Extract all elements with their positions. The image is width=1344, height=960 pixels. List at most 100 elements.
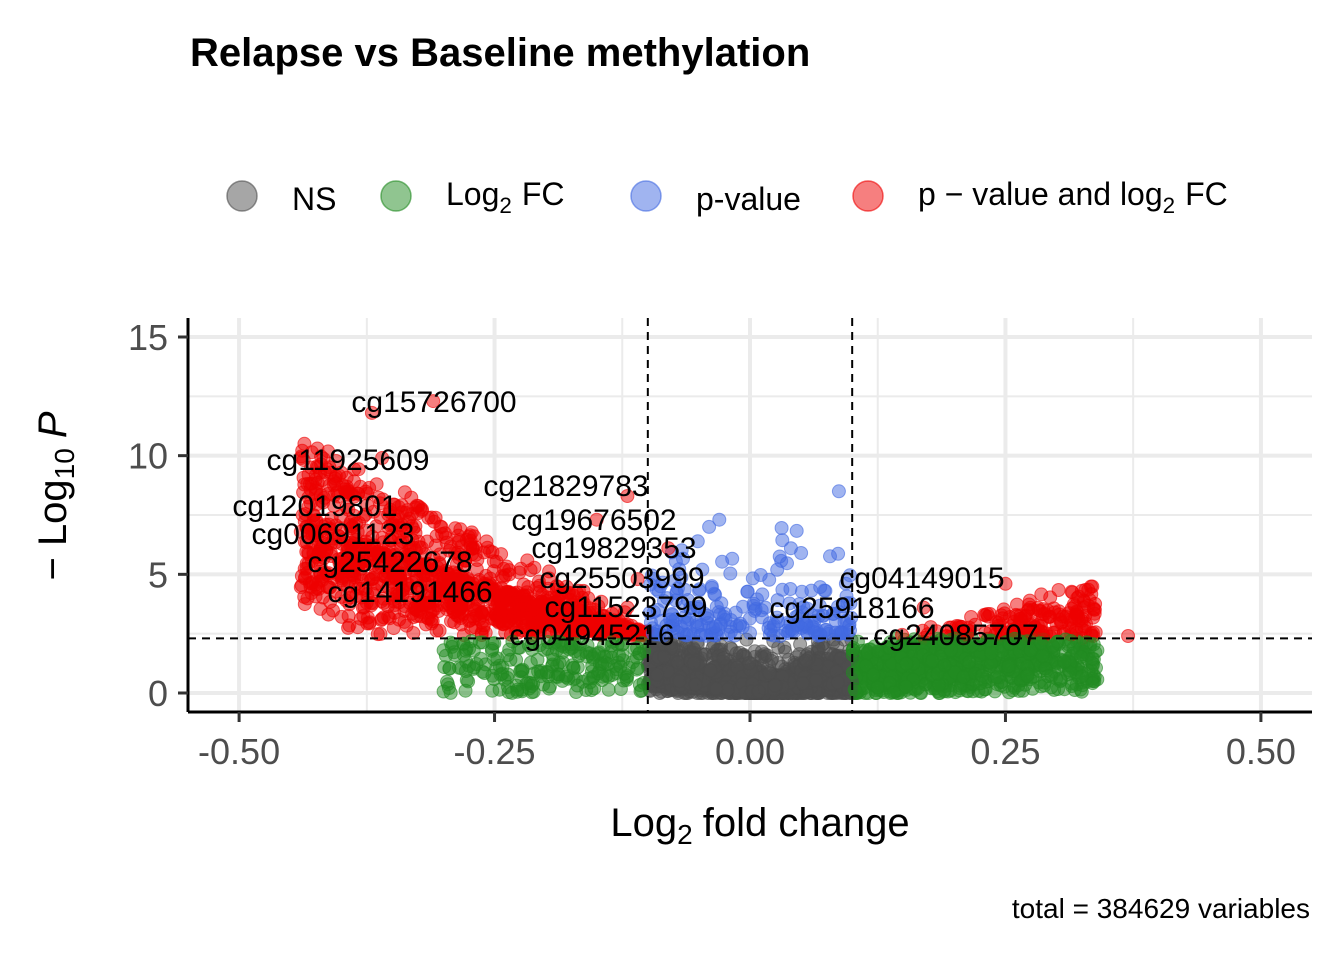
point-log2fc (1001, 659, 1016, 674)
point-log2fc (987, 684, 1002, 699)
point-pvalue (774, 521, 789, 535)
legend-key-both (852, 180, 884, 212)
point-log2fc (454, 661, 469, 676)
point-pvalue (745, 571, 760, 586)
point-NS (721, 682, 735, 697)
point-label: cg15726700 (351, 386, 516, 419)
point-both (1031, 603, 1046, 618)
point-both (493, 606, 508, 621)
x-tick-label: 0.25 (970, 731, 1040, 772)
plot-area: cg15726700cg11925609cg21829783cg12019801… (188, 318, 1312, 712)
point-label: cg24085707 (873, 619, 1038, 652)
x-tick-label: 0.50 (1226, 731, 1296, 772)
point-pvalue (779, 623, 793, 638)
point-both (450, 608, 465, 623)
point-label: cg14191466 (327, 576, 492, 609)
point-NS (688, 677, 703, 692)
point-label: cg04945216 (509, 619, 674, 652)
point-log2fc (1053, 671, 1068, 686)
point-NS (686, 656, 701, 670)
y-axis-label: − Log10P (31, 411, 80, 580)
point-pvalue (728, 605, 743, 620)
point-log2fc (989, 670, 1004, 684)
point-log2fc (899, 679, 913, 694)
point-pvalue (754, 610, 769, 625)
point-log2fc (850, 634, 865, 649)
point-pvalue (831, 484, 846, 499)
point-log2fc (937, 658, 952, 673)
point-pvalue (715, 554, 730, 569)
point-pvalue (699, 628, 713, 643)
point-log2fc (847, 682, 862, 697)
point-both (1043, 590, 1058, 605)
point-log2fc (527, 666, 542, 681)
point-NS (830, 675, 845, 690)
point-log2fc (581, 671, 596, 686)
point-pvalue (740, 584, 755, 599)
point-log2fc (870, 680, 885, 695)
point-NS (809, 673, 824, 688)
point-pvalue (807, 625, 822, 640)
point-both (485, 545, 500, 560)
point-both (425, 614, 440, 629)
legend-label: Log2 FC (446, 176, 565, 218)
point-NS (771, 656, 786, 670)
legend-key-log2fc (380, 180, 412, 212)
point-NS (795, 676, 810, 691)
legend-item-log2fc: Log2 FC (380, 176, 565, 218)
point-log2fc (524, 679, 539, 693)
point-label: cg25422678 (307, 546, 472, 579)
point-log2fc (510, 682, 525, 697)
point-both (397, 485, 412, 500)
point-NS (709, 681, 724, 696)
point-both (498, 568, 513, 583)
point-pvalue (711, 605, 726, 620)
y-tick-label: 0 (148, 673, 168, 714)
point-both (360, 616, 375, 631)
point-label: cg19829353 (531, 532, 696, 565)
point-log2fc (456, 648, 471, 662)
x-tick-label: 0.00 (715, 731, 785, 772)
point-log2fc (1057, 654, 1072, 669)
point-NS (758, 649, 773, 664)
legend: NS Log2 FC p-value p − value and log2 FC (226, 176, 1228, 218)
point-NS (742, 656, 756, 671)
point-log2fc (1045, 638, 1060, 653)
point-NS (672, 674, 687, 689)
point-NS (767, 678, 782, 693)
x-tick-label: -0.25 (454, 731, 536, 772)
x-axis-title: Log2 fold change (610, 801, 909, 850)
point-label: cg04149015 (839, 562, 1004, 595)
point-log2fc (899, 656, 914, 671)
point-log2fc (913, 685, 928, 700)
point-pvalue (828, 625, 843, 640)
y-tick-label: 10 (128, 436, 168, 477)
point-both (512, 565, 527, 580)
legend-item-NS: NS (226, 180, 336, 217)
point-both (303, 476, 317, 491)
point-log2fc (484, 643, 499, 658)
point-NS (729, 646, 744, 661)
legend-label: p − value and log2 FC (918, 176, 1228, 218)
point-NS (762, 666, 777, 680)
legend-key-NS (226, 180, 258, 212)
point-NS (811, 641, 826, 656)
point-log2fc (559, 669, 573, 684)
y-tick-label: 5 (148, 554, 168, 595)
point-log2fc (613, 682, 628, 696)
y-axis-title: − Log10P (31, 411, 80, 580)
point-log2fc (1090, 643, 1105, 658)
point-NS (716, 651, 731, 666)
x-axis-label: Log2 fold change (610, 801, 909, 850)
point-log2fc (634, 683, 649, 698)
point-log2fc (1040, 669, 1055, 684)
point-log2fc (539, 665, 554, 679)
point-label: cg21829783 (483, 470, 648, 503)
point-log2fc (956, 670, 971, 685)
point-pvalue (755, 587, 770, 602)
point-log2fc (974, 668, 989, 683)
point-log2fc (458, 683, 473, 698)
point-both (451, 528, 466, 543)
point-NS (670, 655, 685, 670)
